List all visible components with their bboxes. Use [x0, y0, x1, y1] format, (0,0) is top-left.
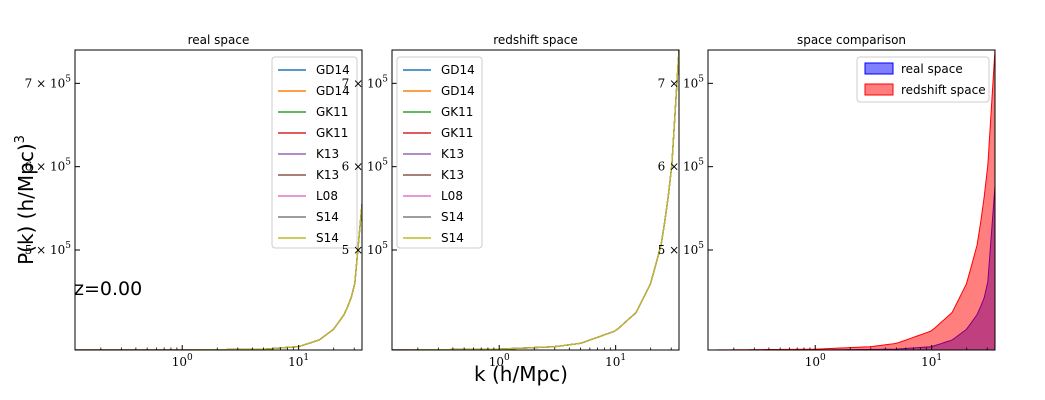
legend-label: real space — [901, 62, 963, 76]
axes-frame — [707, 49, 996, 351]
panel-title: redshift space — [493, 33, 578, 47]
legend-swatch — [864, 83, 894, 96]
y-tick-label: 5 × 105 — [342, 241, 389, 257]
x-tick-label: 101 — [605, 353, 626, 369]
y-tick-label: 7 × 105 — [342, 74, 389, 90]
y-tick-label: 7 × 105 — [25, 74, 72, 90]
legend-box — [271, 56, 358, 249]
legend-label: K13 — [441, 147, 464, 161]
panel-2: redshift space 100 101 5 × 105 6 × 105 7 × 10… — [342, 33, 680, 369]
x-tick-label: 101 — [288, 353, 309, 369]
legend-label: GK11 — [441, 105, 473, 119]
legend-label: S14 — [441, 210, 464, 224]
legend-label: K13 — [316, 147, 339, 161]
legend: GD14 GD14 GK11 GK11 K13 K13 L08 S14 S14 — [396, 56, 483, 249]
y-tick-label: 5 × 105 — [25, 241, 72, 257]
legend: real space redshift space — [856, 56, 990, 103]
panel-title: space comparison — [797, 33, 906, 47]
series-fill-2 — [708, 50, 995, 350]
panel-title: real space — [188, 33, 250, 47]
redshift-annotation: z=0.00 — [74, 278, 142, 300]
legend-label: K13 — [316, 168, 339, 182]
legend: GD14 GD14 GK11 GK11 K13 K13 L08 S14 S14 — [271, 56, 358, 249]
panel-1: real space 100 101 5 × 105 6 × 105 7 × 105 GD1… — [25, 33, 363, 369]
x-tick-label: 100 — [172, 353, 193, 369]
legend-label: GD14 — [441, 84, 475, 98]
y-tick-label: 6 × 105 — [658, 158, 705, 174]
y-tick-label: 7 × 105 — [658, 74, 705, 90]
x-tick-label: 101 — [921, 353, 942, 369]
legend-label: GD14 — [441, 63, 475, 77]
legend-label: GK11 — [316, 105, 348, 119]
legend-label: GK11 — [316, 126, 348, 140]
x-tick-label: 100 — [805, 353, 826, 369]
legend-label: L08 — [441, 189, 463, 203]
x-axis-label: k (h/Mpc) — [474, 362, 568, 386]
legend-label: redshift space — [901, 83, 986, 97]
axes-frame — [391, 49, 680, 351]
panel-3: space comparison 100 101 5 × 105 6 × 105 7 × … — [658, 33, 996, 369]
legend-label: S14 — [441, 231, 464, 245]
y-tick-label: 5 × 105 — [658, 241, 705, 257]
x-tick-label: 100 — [489, 353, 510, 369]
legend-label: L08 — [316, 189, 338, 203]
legend-label: K13 — [441, 168, 464, 182]
legend-label: S14 — [316, 210, 339, 224]
legend-label: S14 — [316, 231, 339, 245]
legend-label: GK11 — [441, 126, 473, 140]
y-tick-label: 6 × 105 — [25, 158, 72, 174]
y-axis-label: P(k) (h/Mpc)3 — [13, 135, 38, 265]
legend-swatch — [864, 62, 894, 75]
y-tick-label: 6 × 105 — [342, 158, 389, 174]
axes-frame — [74, 49, 363, 351]
legend-label: GD14 — [316, 63, 350, 77]
legend-box — [396, 56, 483, 249]
legend-label: GD14 — [316, 84, 350, 98]
